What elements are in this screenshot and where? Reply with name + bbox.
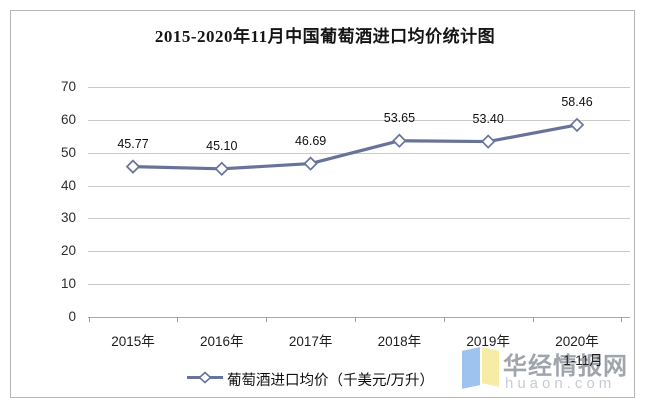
data-point-label: 53.40 — [472, 111, 504, 126]
data-point-marker — [392, 133, 407, 148]
data-point-marker — [214, 161, 230, 177]
y-axis-label: 70 — [60, 79, 76, 94]
x-axis-tick — [88, 317, 90, 322]
gridline — [88, 185, 630, 187]
data-point-label: 53.65 — [383, 110, 416, 125]
x-axis-label: 2016年 — [200, 334, 244, 349]
gridline — [88, 218, 630, 220]
data-point-marker — [569, 117, 585, 133]
y-axis-label: 10 — [60, 276, 76, 292]
data-point-marker — [125, 159, 141, 174]
x-axis-label: 2018年 — [377, 334, 422, 349]
chart-border — [10, 10, 635, 398]
watermark-name: 华经情报网 — [503, 353, 628, 380]
y-axis-label: 30 — [60, 210, 76, 226]
watermark-domain: huaon.com — [505, 375, 616, 392]
x-axis-tick — [532, 317, 534, 322]
series-line — [132, 123, 578, 171]
data-point-marker — [303, 156, 318, 171]
data-point-label: 58.46 — [561, 94, 593, 109]
legend-line-marker-icon — [186, 370, 224, 389]
y-axis-label: 60 — [60, 111, 76, 127]
legend-label: 葡萄酒进口均价（千美元/万升） — [227, 373, 435, 389]
x-axis-line — [88, 317, 630, 318]
y-axis-label: 0 — [68, 309, 76, 324]
y-axis-label: 20 — [60, 243, 76, 259]
legend: 葡萄酒进口均价（千美元/万升） — [186, 369, 434, 390]
x-axis-label: 2015年 — [111, 334, 155, 349]
x-axis-tick — [177, 317, 179, 322]
chart-title: 2015-2020年11月中国葡萄酒进口均价统计图 — [154, 27, 496, 46]
x-axis-label: 2017年 — [288, 334, 333, 349]
data-point-label: 46.69 — [294, 133, 327, 148]
x-axis-sublabel: 1-11月 — [563, 353, 603, 368]
gridline — [88, 284, 630, 286]
y-axis-label: 40 — [60, 177, 76, 193]
gridline — [88, 152, 630, 154]
gridline — [88, 251, 630, 253]
x-axis-tick — [355, 317, 356, 322]
data-point-label: 45.10 — [206, 138, 238, 153]
x-axis-tick — [443, 317, 445, 322]
x-axis-tick — [621, 317, 623, 322]
x-axis-label: 2019年 — [466, 334, 510, 349]
gridline — [88, 87, 630, 88]
y-axis-label: 50 — [60, 144, 76, 160]
x-axis-label: 2020年 — [555, 334, 599, 349]
watermark: 华经情报网 huaon.com — [461, 340, 646, 400]
data-point-label: 45.77 — [117, 136, 149, 151]
gridline — [88, 119, 630, 121]
x-axis-tick — [266, 317, 268, 322]
data-point-marker — [480, 134, 496, 149]
